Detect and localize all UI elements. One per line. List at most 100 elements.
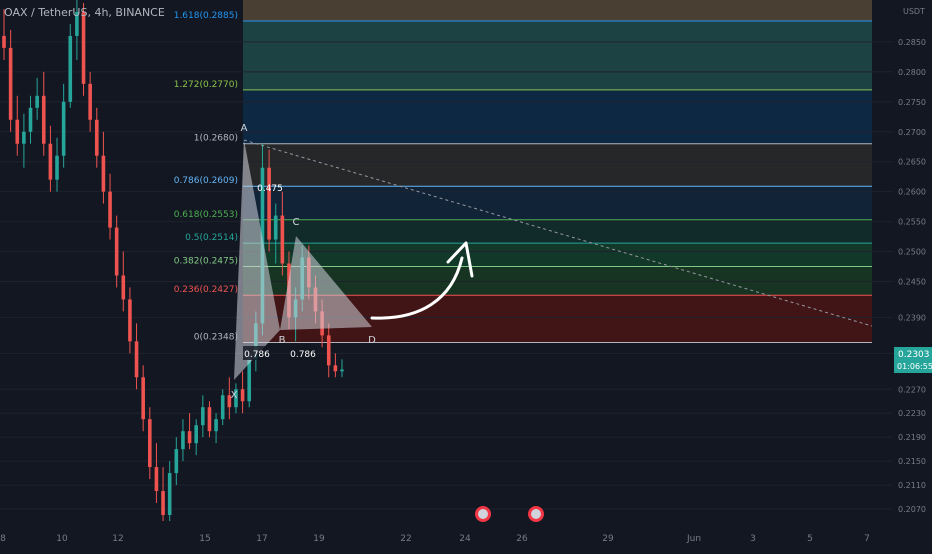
candle (174, 437, 179, 486)
candle (114, 215, 119, 288)
trend-dashed-line (243, 139, 873, 327)
pattern-point-label: B (279, 335, 286, 346)
candle-body (333, 365, 338, 372)
candle-body (81, 11, 86, 84)
candle-body (240, 389, 245, 402)
symbol-title: OAX / TetherUS, 4h, BINANCE (4, 6, 165, 19)
candle-body (55, 155, 59, 180)
time-tick-label: 22 (400, 534, 411, 544)
candle (161, 467, 165, 522)
fib-zone-top (243, 0, 872, 21)
time-tick-label: Jun (686, 534, 701, 544)
candle-body (61, 101, 66, 156)
fib-level-label: 0.5(0.2514) (185, 233, 238, 243)
event-flag-center (531, 509, 541, 519)
candle-body (8, 47, 13, 120)
candle (227, 377, 232, 420)
time-axis[interactable] (0, 527, 893, 550)
candle (220, 389, 225, 426)
candle (326, 323, 331, 378)
fib-level-label: 0.382(0.2475) (174, 256, 238, 266)
candle-body (108, 191, 112, 228)
price-axis[interactable] (893, 0, 932, 550)
time-tick-label: 29 (602, 534, 614, 544)
candle-body (15, 119, 20, 144)
candle (207, 401, 212, 438)
event-flag-center (478, 509, 488, 519)
candle (141, 365, 145, 432)
ratio-label-bg (289, 346, 317, 360)
candle (201, 395, 205, 438)
price-tick-label: 0.2750 (898, 98, 926, 107)
candle-body (94, 119, 99, 156)
candle (134, 323, 139, 390)
price-tick-label: 0.2500 (898, 248, 926, 257)
price-tick-label: 0.2230 (898, 409, 926, 418)
pattern-ratio-label: 0.786 (244, 350, 270, 360)
candle (68, 23, 73, 108)
pattern-ratio-label: 0.786 (290, 350, 316, 360)
pattern-triangle-bcd (280, 236, 372, 330)
candle-body (167, 473, 172, 516)
event-flag-icon[interactable] (528, 506, 544, 522)
candle-body (28, 107, 33, 132)
candle (35, 77, 39, 120)
candle (187, 413, 192, 450)
fib-level-label: 1.272(0.2770) (174, 80, 238, 90)
fib-level-label: 0(0.2348) (194, 333, 238, 343)
candle-body (141, 377, 145, 420)
candle (214, 413, 218, 444)
fib-level-label: 0.618(0.2553) (174, 210, 238, 220)
currency-label: USDT (903, 7, 925, 16)
price-tick-label: 0.2600 (898, 188, 926, 197)
fib-zone-band (243, 219, 872, 244)
price-tick-label: 0.2190 (898, 433, 926, 442)
price-tick-label: 0.2070 (898, 505, 926, 514)
candle (8, 29, 13, 132)
candle-body (220, 395, 225, 420)
candle-body (227, 395, 232, 408)
candle (81, 2, 86, 96)
candle-body (214, 419, 218, 432)
fib-level-label: 1(0.2680) (194, 134, 238, 144)
candle-body (22, 131, 26, 144)
candle (234, 383, 238, 414)
candle-body (35, 95, 39, 108)
candle-body (201, 407, 205, 426)
time-tick-label: 3 (750, 534, 756, 544)
candle (94, 107, 99, 168)
price-tick-label: 0.2150 (898, 457, 926, 466)
candle-body (128, 299, 132, 342)
time-tick-label: 17 (256, 534, 267, 544)
candle (154, 443, 159, 504)
candle-body (273, 215, 278, 240)
candle (41, 71, 46, 156)
candle-body (187, 431, 192, 444)
fib-zone-band (243, 20, 872, 90)
candle-body (174, 449, 179, 474)
last-price-value: 0.2303 (898, 350, 930, 360)
time-tick-label: 26 (516, 534, 528, 544)
event-flag-icon[interactable] (475, 506, 491, 522)
candle (128, 287, 132, 354)
price-tick-label: 0.2700 (898, 128, 926, 137)
candle (108, 173, 112, 240)
candle-body (161, 491, 165, 516)
last-price-tag (894, 347, 932, 373)
time-tick-label: 5 (807, 534, 813, 544)
time-tick-label: 19 (313, 534, 325, 544)
candle (194, 419, 198, 456)
candle-body (340, 369, 344, 372)
candle-body (114, 227, 119, 276)
price-tick-label: 0.2270 (898, 385, 926, 394)
fib-zone-band (243, 266, 872, 296)
candle-body (88, 83, 92, 120)
candle-body (234, 389, 238, 408)
candle-body (194, 425, 198, 444)
price-tick-label: 0.2110 (898, 481, 926, 490)
candle (167, 461, 172, 522)
candle (75, 0, 79, 60)
candle (61, 83, 66, 168)
